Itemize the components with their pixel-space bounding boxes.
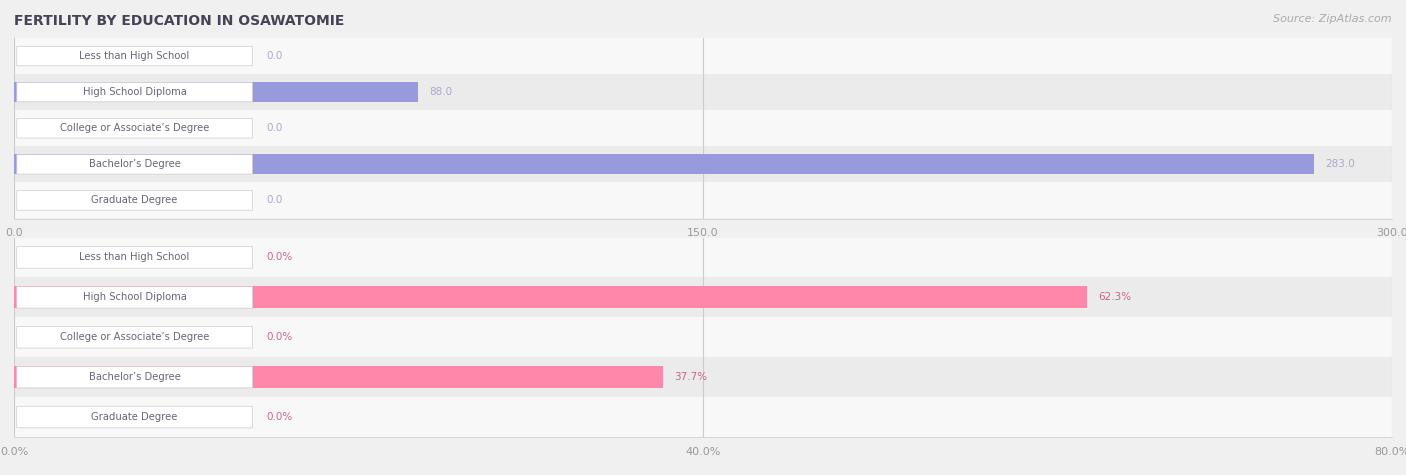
Bar (14, 366, 664, 388)
Text: 0.0%: 0.0% (266, 412, 292, 422)
Bar (14, 286, 1087, 308)
Text: High School Diploma: High School Diploma (83, 292, 187, 303)
Text: Graduate Degree: Graduate Degree (91, 195, 177, 206)
Text: FERTILITY BY EDUCATION IN OSAWATOMIE: FERTILITY BY EDUCATION IN OSAWATOMIE (14, 14, 344, 28)
Bar (14, 154, 1313, 174)
Text: 283.0: 283.0 (1324, 159, 1354, 170)
Bar (14, 397, 1392, 437)
FancyBboxPatch shape (17, 190, 253, 210)
FancyBboxPatch shape (17, 154, 253, 174)
Text: Source: ZipAtlas.com: Source: ZipAtlas.com (1274, 14, 1392, 24)
Text: College or Associate’s Degree: College or Associate’s Degree (60, 123, 209, 133)
Bar (14, 182, 1392, 218)
FancyBboxPatch shape (17, 406, 253, 428)
Text: Less than High School: Less than High School (80, 51, 190, 61)
Text: Less than High School: Less than High School (80, 252, 190, 263)
Text: College or Associate’s Degree: College or Associate’s Degree (60, 332, 209, 342)
Text: High School Diploma: High School Diploma (83, 87, 187, 97)
Text: 0.0%: 0.0% (266, 332, 292, 342)
Bar (14, 317, 1392, 357)
FancyBboxPatch shape (17, 46, 253, 66)
FancyBboxPatch shape (17, 247, 253, 268)
Bar (14, 74, 1392, 110)
FancyBboxPatch shape (17, 326, 253, 348)
Text: 0.0: 0.0 (266, 195, 283, 206)
Text: 62.3%: 62.3% (1098, 292, 1132, 303)
Text: 0.0: 0.0 (266, 123, 283, 133)
Text: Bachelor’s Degree: Bachelor’s Degree (89, 159, 180, 170)
Bar (14, 357, 1392, 397)
Bar (14, 38, 1392, 74)
Bar (14, 277, 1392, 317)
Text: Graduate Degree: Graduate Degree (91, 412, 177, 422)
Text: 88.0: 88.0 (429, 87, 453, 97)
FancyBboxPatch shape (17, 286, 253, 308)
FancyBboxPatch shape (17, 82, 253, 102)
Bar (14, 146, 1392, 182)
Text: Bachelor’s Degree: Bachelor’s Degree (89, 372, 180, 382)
Bar (14, 82, 418, 102)
Text: 37.7%: 37.7% (675, 372, 707, 382)
Bar (14, 238, 1392, 277)
Text: 0.0: 0.0 (266, 51, 283, 61)
Bar (14, 110, 1392, 146)
FancyBboxPatch shape (17, 366, 253, 388)
Text: 0.0%: 0.0% (266, 252, 292, 263)
FancyBboxPatch shape (17, 118, 253, 138)
